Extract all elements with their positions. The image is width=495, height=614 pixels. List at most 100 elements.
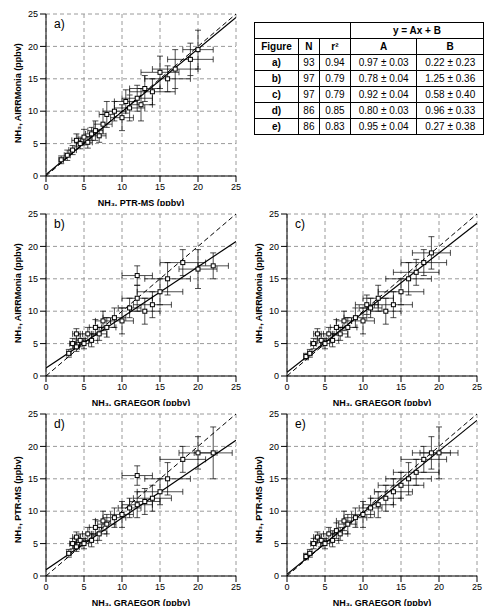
- svg-text:20: 20: [434, 582, 444, 592]
- html-text:0.85: 0.85: [325, 105, 345, 116]
- svg-text:5: 5: [322, 382, 327, 392]
- svg-text:NH₃, AIRRMonia (ppbv): NH₃, AIRRMonia (ppbv): [13, 43, 23, 143]
- svg-text:5: 5: [81, 382, 86, 392]
- svg-text:0: 0: [43, 182, 48, 192]
- html-text:0.80 ± 0.03: 0.80 ± 0.03: [358, 105, 409, 116]
- svg-text:5: 5: [81, 182, 86, 192]
- svg-text:0: 0: [33, 171, 38, 181]
- svg-text:0: 0: [43, 382, 48, 392]
- svg-text:5: 5: [33, 539, 38, 549]
- svg-text:10: 10: [28, 106, 38, 116]
- html-text:0.22 ± 0.23: 0.22 ± 0.23: [425, 57, 476, 68]
- svg-text:20: 20: [28, 42, 38, 52]
- html-text:97: 97: [303, 73, 315, 84]
- html-text:0.79: 0.79: [325, 89, 345, 100]
- svg-text:25: 25: [269, 209, 279, 219]
- svg-text:NH₃, AIRRMonia (ppbv): NH₃, AIRRMonia (ppbv): [13, 243, 23, 343]
- svg-text:NH₃, GRAEGOR (ppbv): NH₃, GRAEGOR (ppbv): [92, 398, 191, 406]
- svg-text:25: 25: [231, 382, 241, 392]
- svg-text:10: 10: [358, 382, 368, 392]
- html-text:93: 93: [303, 57, 315, 68]
- html-text:1.25 ± 0.36: 1.25 ± 0.36: [425, 73, 476, 84]
- svg-text:10: 10: [28, 506, 38, 516]
- html-text:0.58 ± 0.40: 0.58 ± 0.40: [425, 89, 476, 100]
- html-text:0.96 ± 0.33: 0.96 ± 0.33: [425, 105, 476, 116]
- html-text:0.27 ± 0.38: 0.27 ± 0.38: [425, 121, 476, 132]
- html-text:d): d): [271, 105, 282, 116]
- html-text:97: 97: [303, 89, 315, 100]
- svg-text:20: 20: [193, 382, 203, 392]
- svg-text:10: 10: [269, 306, 279, 316]
- svg-text:25: 25: [231, 182, 241, 192]
- svg-text:10: 10: [28, 306, 38, 316]
- svg-text:10: 10: [358, 582, 368, 592]
- svg-text:20: 20: [28, 442, 38, 452]
- svg-text:15: 15: [28, 474, 38, 484]
- html-text:0.94: 0.94: [325, 57, 345, 68]
- html-text:0.95 ± 0.04: 0.95 ± 0.04: [358, 121, 409, 132]
- html-text:y = Ax + B: y = Ax + B: [392, 25, 441, 36]
- html-text:0.92 ± 0.04: 0.92 ± 0.04: [358, 89, 409, 100]
- svg-text:15: 15: [155, 582, 165, 592]
- svg-text:NH₃, PTR-MS (ppbv): NH₃, PTR-MS (ppbv): [254, 456, 264, 543]
- html-text:a): a): [54, 17, 65, 31]
- svg-text:25: 25: [28, 209, 38, 219]
- svg-text:5: 5: [274, 539, 279, 549]
- html-text:d): d): [54, 417, 65, 431]
- svg-text:5: 5: [33, 139, 38, 149]
- svg-text:NH₃, GRAEGOR (ppbv): NH₃, GRAEGOR (ppbv): [333, 398, 432, 406]
- svg-text:0: 0: [284, 382, 289, 392]
- svg-text:5: 5: [33, 339, 38, 349]
- svg-text:10: 10: [269, 506, 279, 516]
- svg-text:NH₃, GRAEGOR (ppbv): NH₃, GRAEGOR (ppbv): [333, 598, 432, 606]
- html-text:b): b): [271, 73, 282, 84]
- html-text:b): b): [54, 217, 65, 231]
- svg-text:0: 0: [43, 582, 48, 592]
- svg-text:20: 20: [269, 242, 279, 252]
- svg-text:0: 0: [284, 582, 289, 592]
- svg-text:20: 20: [28, 242, 38, 252]
- svg-text:0: 0: [274, 571, 279, 581]
- svg-text:0: 0: [274, 371, 279, 381]
- svg-text:20: 20: [193, 582, 203, 592]
- svg-text:0: 0: [33, 571, 38, 581]
- html-text:Figure: Figure: [261, 41, 292, 52]
- svg-text:20: 20: [434, 382, 444, 392]
- svg-text:25: 25: [28, 409, 38, 419]
- html-text:0.83: 0.83: [325, 121, 345, 132]
- svg-text:20: 20: [269, 442, 279, 452]
- svg-text:0: 0: [33, 371, 38, 381]
- svg-text:25: 25: [472, 382, 482, 392]
- svg-text:15: 15: [28, 274, 38, 284]
- svg-text:25: 25: [269, 409, 279, 419]
- html-text:86: 86: [303, 121, 315, 132]
- svg-text:10: 10: [117, 382, 127, 392]
- html-text:0.97 ± 0.03: 0.97 ± 0.03: [358, 57, 409, 68]
- html-text:86: 86: [303, 105, 315, 116]
- html-text:0.79: 0.79: [325, 73, 345, 84]
- svg-text:15: 15: [269, 474, 279, 484]
- html-text:0.78 ± 0.04: 0.78 ± 0.04: [358, 73, 409, 84]
- html-text:a): a): [272, 57, 281, 68]
- svg-text:NH₃, GRAEGOR (ppbv): NH₃, GRAEGOR (ppbv): [92, 598, 191, 606]
- svg-text:NH₃, PTR-MS (ppbv): NH₃, PTR-MS (ppbv): [13, 456, 23, 543]
- svg-text:20: 20: [193, 182, 203, 192]
- html-text:e): e): [295, 417, 306, 431]
- svg-text:5: 5: [274, 339, 279, 349]
- svg-text:5: 5: [81, 582, 86, 592]
- svg-text:15: 15: [155, 382, 165, 392]
- svg-text:NH₃, AIRRMonia (ppbv): NH₃, AIRRMonia (ppbv): [254, 243, 264, 343]
- svg-text:15: 15: [396, 382, 406, 392]
- html-text:c): c): [295, 217, 305, 231]
- svg-text:25: 25: [231, 582, 241, 592]
- svg-text:5: 5: [322, 582, 327, 592]
- svg-text:15: 15: [396, 582, 406, 592]
- svg-text:15: 15: [28, 74, 38, 84]
- svg-text:10: 10: [117, 182, 127, 192]
- svg-text:25: 25: [472, 582, 482, 592]
- svg-text:15: 15: [155, 182, 165, 192]
- svg-text:NH₃, PTR-MS (ppbv): NH₃, PTR-MS (ppbv): [98, 198, 185, 206]
- svg-text:10: 10: [117, 582, 127, 592]
- svg-text:25: 25: [28, 9, 38, 19]
- svg-text:15: 15: [269, 274, 279, 284]
